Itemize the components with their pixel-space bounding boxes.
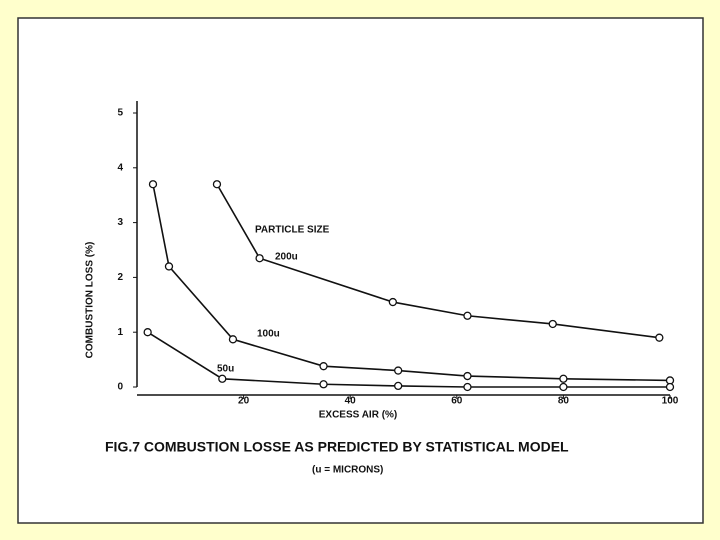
data-point (559, 382, 568, 392)
data-point (148, 180, 158, 189)
series-line (152, 184, 671, 382)
x-tick-label: 40 (345, 396, 357, 407)
x-axis-label: EXCESS AIR (%) (319, 410, 398, 421)
data-point (388, 297, 397, 307)
x-tick-label: 60 (451, 396, 463, 407)
data-point (394, 366, 403, 375)
data-point (463, 371, 472, 381)
annotation: PARTICLE SIZE (255, 225, 330, 236)
y-tick-label: 1 (117, 327, 123, 338)
x-tick-label: 80 (558, 396, 570, 407)
data-point (319, 380, 328, 389)
y-tick-label: 5 (117, 108, 123, 119)
series-line (216, 183, 660, 339)
data-point (164, 262, 174, 271)
y-tick-label: 2 (117, 272, 123, 283)
chart-subtitle: (u = MICRONS) (312, 465, 383, 476)
data-point (394, 381, 403, 391)
data-point (143, 328, 152, 337)
data-point (548, 319, 557, 329)
data-point (228, 335, 238, 344)
y-tick-label: 3 (117, 217, 123, 228)
y-tick-label: 0 (117, 382, 123, 393)
x-tick-label: 100 (662, 396, 679, 407)
y-axis-label: COMBUSTION LOSS (%) (85, 242, 96, 359)
data-point (218, 374, 227, 383)
data-point (463, 311, 472, 320)
data-point (665, 382, 675, 392)
slide-frame (17, 17, 704, 524)
chart-title: FIG.7 COMBUSTION LOSSE AS PREDICTED BY S… (105, 439, 569, 455)
data-point (212, 180, 222, 189)
series-label: 100u (257, 329, 280, 340)
series-label: 50u (217, 364, 234, 375)
data-point (655, 333, 664, 342)
data-point (559, 374, 568, 383)
x-tick-label: 20 (238, 396, 250, 407)
data-point (255, 254, 264, 263)
data-point (319, 362, 328, 371)
y-tick-label: 4 (117, 162, 123, 173)
data-point (463, 382, 472, 392)
series-label: 200u (275, 252, 298, 263)
